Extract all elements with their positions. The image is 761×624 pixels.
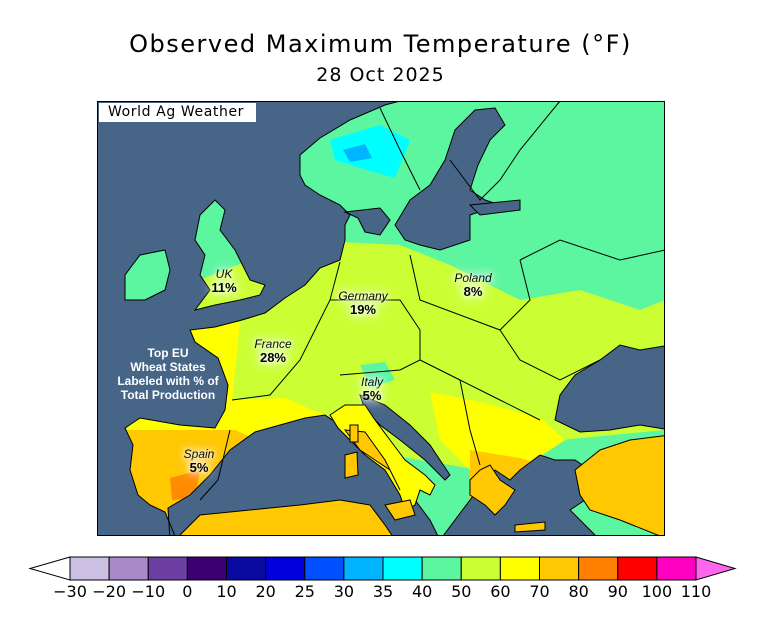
legend-tick-label: −20 (92, 582, 126, 601)
brand-label: World Ag Weather (99, 103, 256, 122)
legend-tick-label: 80 (568, 582, 588, 601)
wheat-note: Top EU Wheat States Labeled with % of To… (117, 346, 218, 402)
coastlines (124, 101, 665, 536)
legend-swatch (499, 556, 540, 581)
border (449, 101, 561, 201)
legend-tick-label: 35 (373, 582, 393, 601)
legend-swatch (343, 556, 384, 581)
legend-tick-label: 0 (182, 582, 192, 601)
country-name: Germany (338, 289, 388, 303)
country-label-france: France 28% (254, 337, 292, 365)
legend-swatch (226, 556, 267, 581)
legend-tick-label: 10 (216, 582, 236, 601)
border (379, 107, 421, 191)
country-name: France (254, 337, 292, 351)
country-name: Italy (360, 375, 384, 389)
legend-tick-label: 90 (608, 582, 628, 601)
border (231, 261, 341, 401)
country-label-poland: Poland 8% (454, 271, 492, 299)
legend-swatch (460, 556, 501, 581)
zone-30-35 (343, 144, 372, 162)
country-name: Poland (454, 271, 492, 285)
country-share: 5% (362, 388, 382, 403)
islands-and-peninsulas (178, 404, 665, 536)
legend-swatch (382, 556, 423, 581)
country-name: Spain (183, 447, 215, 461)
border (419, 359, 541, 421)
country-share: 5% (189, 460, 209, 475)
legend-tick-label: 60 (490, 582, 510, 601)
legend-tick-label: −30 (53, 582, 87, 601)
country-label-italy: Italy 5% (360, 375, 384, 403)
legend-tick-label: 40 (412, 582, 432, 601)
country-name: UK (215, 267, 233, 281)
legend-tick-label: 110 (681, 582, 712, 601)
legend-swatch (578, 556, 619, 581)
country-share: 28% (259, 350, 287, 365)
legend-tick-label: 30 (334, 582, 354, 601)
legend-swatch (617, 556, 658, 581)
note-line: Top EU (147, 346, 189, 360)
legend-tick-label: 25 (295, 582, 315, 601)
legend-swatch (108, 556, 149, 581)
country-label-uk: UK 11% (211, 267, 237, 295)
country-label-germany: Germany 19% (338, 289, 388, 317)
zone-40-50 (360, 362, 395, 388)
legend-swatch (421, 556, 462, 581)
legend-swatch (265, 556, 306, 581)
legend-swatch (186, 556, 227, 581)
country-label-spain: Spain 5% (183, 447, 215, 475)
legend-tick-label: 70 (529, 582, 549, 601)
border (199, 429, 231, 501)
legend-tick-label: 20 (255, 582, 275, 601)
legend-swatch (539, 556, 580, 581)
note-line: Labeled with % of (117, 374, 219, 388)
legend-arrow-below (28, 556, 71, 581)
country-share: 8% (463, 284, 483, 299)
border (499, 329, 601, 381)
legend-tick-label: 100 (642, 582, 673, 601)
country-share: 19% (349, 302, 377, 317)
legend-swatch (304, 556, 345, 581)
date-subtitle: 28 Oct 2025 (316, 64, 445, 86)
zone-60-70 (430, 392, 565, 470)
legend-swatch (69, 556, 110, 581)
legend-swatch (147, 556, 188, 581)
country-share: 11% (211, 280, 237, 295)
zone-35-40 (330, 125, 410, 178)
legend-swatch (656, 556, 697, 581)
border (459, 379, 481, 466)
legend-tick-label: −10 (131, 582, 165, 601)
legend-arrow-above (695, 556, 737, 581)
note-line: Total Production (120, 388, 216, 402)
chart-title: Observed Maximum Temperature (°F) (129, 30, 632, 58)
border (330, 299, 421, 376)
legend-tick-label: 50 (451, 582, 471, 601)
note-line: Wheat States (130, 360, 206, 374)
border (519, 239, 665, 261)
